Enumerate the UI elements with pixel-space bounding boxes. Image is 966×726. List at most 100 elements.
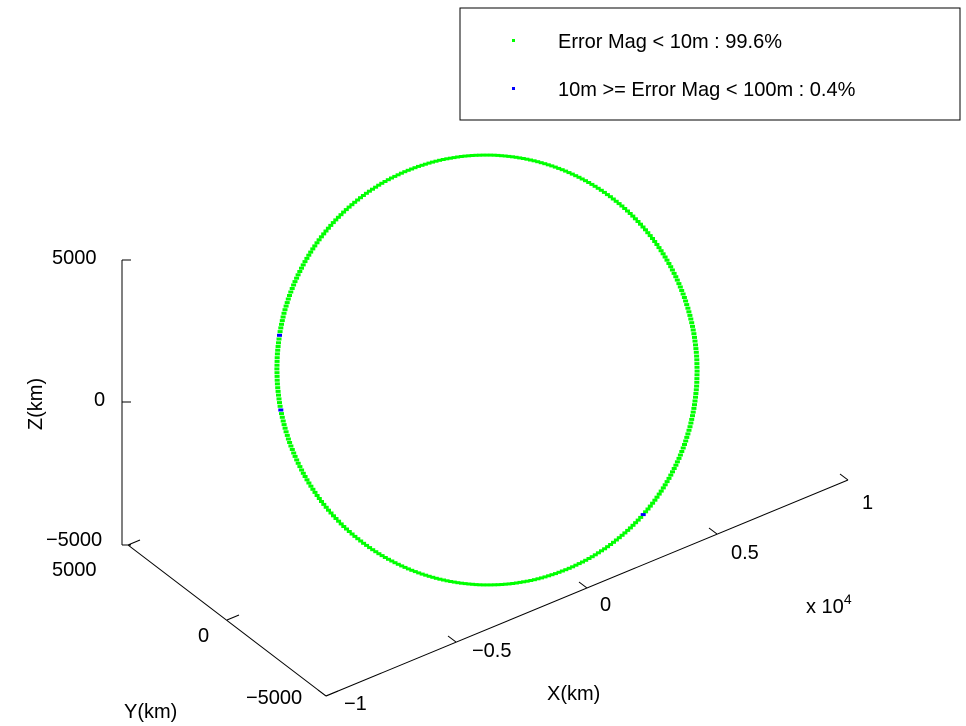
- data-point: [349, 532, 355, 536]
- data-point: [690, 414, 695, 418]
- data-point: [440, 158, 446, 161]
- data-point: [602, 547, 608, 551]
- data-point: [352, 200, 358, 204]
- x-tick-label-1: 1: [862, 492, 873, 514]
- data-point: [300, 471, 306, 475]
- z-tick-label-0: 0: [94, 389, 105, 411]
- data-point: [510, 582, 516, 585]
- data-point: [341, 210, 347, 214]
- data-point: [545, 163, 551, 167]
- data-point: [686, 428, 692, 432]
- data-point: [576, 562, 582, 566]
- data-point: [616, 536, 622, 540]
- data-point: [635, 220, 641, 223]
- data-point: [361, 541, 367, 545]
- data-point: [656, 246, 662, 250]
- data-point: [693, 350, 699, 354]
- data-point: [552, 165, 558, 169]
- data-point: [481, 583, 486, 587]
- data-point: [680, 446, 686, 450]
- data-point: [352, 534, 358, 538]
- data-point: [598, 188, 604, 192]
- data-point: [613, 538, 619, 542]
- data-point: [274, 363, 280, 367]
- data-point: [423, 573, 429, 577]
- data-point: [462, 154, 468, 158]
- data-point: [430, 575, 436, 579]
- data-point: [553, 572, 558, 576]
- data-point: [683, 439, 689, 443]
- data-point: [283, 304, 289, 308]
- data-point: [592, 184, 598, 188]
- data-point: [358, 196, 363, 200]
- tick-labels: 5000 0 −5000 5000 0 −5000 −1 −0.5 0 0.5 …: [46, 247, 873, 715]
- data-point: [451, 580, 457, 584]
- data-point: [694, 365, 700, 369]
- data-point: [444, 579, 450, 583]
- x-axis-label: X(km): [547, 683, 600, 705]
- data-point: [318, 235, 324, 239]
- x-axis-exponent-power: 4: [844, 591, 852, 607]
- data-point: [599, 549, 604, 553]
- data-point: [592, 553, 598, 557]
- data-point: [633, 521, 639, 525]
- data-point: [300, 263, 306, 267]
- data-point: [694, 354, 700, 358]
- y-axis-line: [127, 544, 327, 697]
- data-point: [376, 183, 382, 187]
- data-point: [531, 159, 537, 163]
- data-point: [338, 213, 344, 217]
- x-axis-exponent-base: x 10: [806, 596, 844, 618]
- data-point: [330, 221, 336, 225]
- data-point: [539, 576, 544, 580]
- data-point: [370, 548, 376, 552]
- data-point: [604, 193, 610, 197]
- data-point: [462, 582, 468, 586]
- data-point: [284, 433, 290, 437]
- data-point: [455, 581, 461, 585]
- data-point: [679, 289, 685, 292]
- data-point: [358, 539, 364, 543]
- data-point: [278, 326, 284, 330]
- data-point: [635, 518, 641, 522]
- data-point: [279, 415, 285, 419]
- data-point: [409, 167, 415, 171]
- data-point: [607, 195, 613, 199]
- data-point: [458, 155, 464, 158]
- y-tick-label-5000: 5000: [52, 559, 97, 581]
- x-tick-label-minus-0.5: −0.5: [472, 640, 511, 662]
- data-point: [694, 362, 700, 366]
- data-point: [285, 297, 291, 301]
- data-point: [660, 252, 666, 256]
- data-point: [275, 389, 281, 393]
- data-point: [656, 492, 662, 496]
- data-point: [430, 160, 435, 164]
- orbit-data-points: [274, 153, 700, 587]
- data-point: [531, 578, 537, 582]
- data-point: [314, 241, 320, 245]
- data-point: [295, 273, 301, 277]
- flagged-data-point: [640, 513, 646, 517]
- data-point: [451, 156, 457, 160]
- data-point: [455, 155, 461, 159]
- flagged-data-point: [278, 408, 284, 412]
- data-point: [399, 564, 405, 568]
- data-point: [274, 352, 280, 356]
- data-point: [549, 573, 555, 577]
- data-point: [276, 393, 281, 397]
- data-point: [664, 258, 670, 262]
- data-point: [379, 554, 385, 558]
- data-point: [316, 497, 322, 500]
- data-point: [669, 268, 675, 272]
- data-point: [385, 178, 391, 182]
- data-point: [395, 173, 401, 177]
- data-point: [299, 468, 305, 472]
- data-point: [389, 559, 395, 563]
- data-point: [289, 448, 295, 451]
- data-point: [528, 579, 534, 582]
- data-point: [513, 155, 519, 159]
- data-point: [524, 579, 530, 583]
- data-point: [426, 161, 432, 165]
- data-point: [492, 583, 497, 587]
- data-point: [676, 282, 682, 286]
